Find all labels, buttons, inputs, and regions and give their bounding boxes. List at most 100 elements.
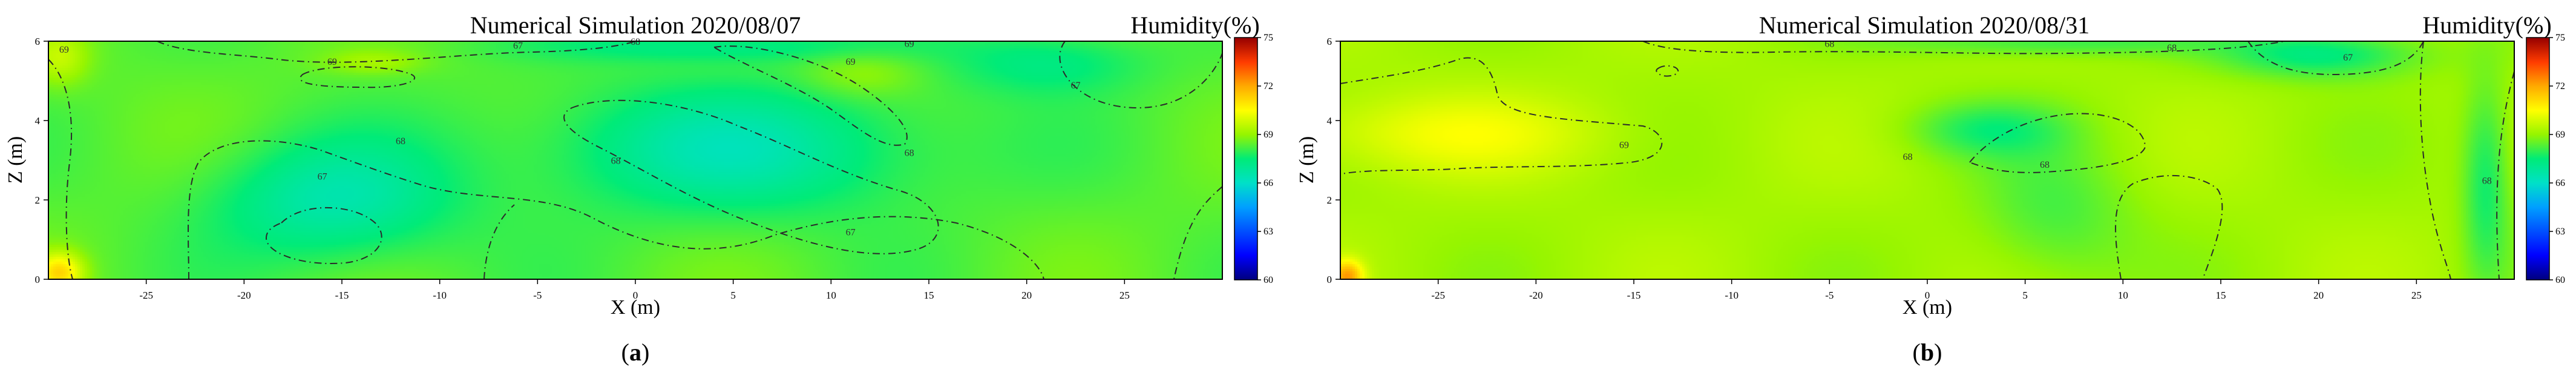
colorbar-title-a: Humidity(%)	[1130, 12, 1259, 39]
contour-label-1: 68	[1903, 152, 1913, 162]
contours-b	[1340, 41, 2515, 280]
panel-label-close-b: )	[1934, 339, 1942, 366]
colorbar-a: Humidity(%) 60 63 66 69 72 75	[1130, 12, 1273, 285]
x-ticks-a: -25 -20 -15 -10 -5 0 5 10 15 20 25	[139, 279, 1130, 301]
colorbar-tick-label-69: 69	[2555, 130, 2565, 140]
contour-label-6: 68	[2482, 176, 2492, 186]
contour-69-left-b	[1340, 57, 1663, 175]
contour-67-top-a	[157, 41, 636, 63]
x-tick-label-20: 20	[2313, 290, 2324, 301]
x-tick-label-5: 5	[2022, 290, 2028, 301]
colorbar-ticks-b: 60 63 66 69 72 75	[2549, 33, 2565, 285]
contour-67-left-a	[265, 207, 382, 264]
panel-label-close-a: )	[641, 339, 649, 366]
colorbar-tick-label-75: 75	[1263, 33, 1273, 43]
x-tick-label--5: -5	[533, 290, 542, 301]
contour-68-lower-b	[2115, 174, 2223, 280]
contour-68-center-b	[1968, 113, 2146, 173]
contour-68-right-b	[2419, 41, 2451, 280]
y-tick-label-0: 0	[35, 274, 41, 285]
y-tick-label-2: 2	[35, 194, 41, 206]
colorbar-frame-a	[1234, 37, 1258, 280]
contour-label-7: 67	[1071, 81, 1081, 91]
colorbar-tick-label-66: 66	[1263, 178, 1273, 188]
colorbar-tick-label-60: 60	[1263, 275, 1273, 285]
colorbar-frame-b	[2526, 37, 2550, 280]
y-tick-label-2: 2	[1327, 194, 1332, 206]
contour-label-4: 68	[611, 156, 621, 167]
colorbar-tick-label-63: 63	[2555, 227, 2565, 237]
contour-label-5: 68	[905, 148, 914, 158]
contour-label-1: 69	[59, 45, 69, 55]
heatmap-canvas-b	[1340, 41, 2514, 279]
contour-label-9: 67	[513, 41, 523, 51]
contour-68-rightedge-b	[2496, 71, 2515, 280]
contour-label-3: 68	[396, 136, 405, 147]
y-tick-label-4: 4	[1327, 115, 1332, 127]
contour-69-right-a	[712, 45, 908, 146]
x-tick-label--15: -15	[335, 290, 349, 301]
x-ticks-b: -25 -20 -15 -10 -5 0 5 10 15 20 25	[1431, 279, 2422, 301]
contour-68-top-b	[1642, 41, 2285, 55]
y-axis-label-a: Z (m)	[4, 136, 27, 184]
contour-label-0: 69	[1619, 140, 1629, 150]
x-tick-label-20: 20	[1021, 290, 1032, 301]
chart-title-b: Numerical Simulation 2020/08/31	[1759, 12, 2090, 39]
x-tick-label-15: 15	[924, 290, 934, 301]
panel-b: Numerical Simulation 2020/08/31	[1296, 12, 2565, 366]
contour-label-11: 69	[905, 39, 914, 49]
contour-label-8: 69	[846, 57, 856, 67]
x-tick-label--20: -20	[237, 290, 251, 301]
colorbar-tick-label-60: 60	[2555, 275, 2565, 285]
y-tick-label-6: 6	[1327, 36, 1332, 47]
colorbar-b: Humidity(%) 60 63 66 69 72 75	[2422, 12, 2565, 285]
x-tick-label-25: 25	[2411, 290, 2422, 301]
x-tick-label-15: 15	[2216, 290, 2226, 301]
colorbar-tick-label-63: 63	[1263, 227, 1273, 237]
x-tick-label--25: -25	[1431, 290, 1445, 301]
colorbar-tick-label-72: 72	[1263, 81, 1273, 91]
x-axis-label-b: X (m)	[1903, 296, 1952, 319]
colorbar-tick-label-69: 69	[1263, 130, 1273, 140]
x-tick-label--15: -15	[1627, 290, 1641, 301]
x-tick-label-10: 10	[2118, 290, 2128, 301]
x-tick-label-10: 10	[826, 290, 836, 301]
x-tick-label--5: -5	[1825, 290, 1834, 301]
x-tick-label--20: -20	[1529, 290, 1543, 301]
panel-label-a: (a)	[621, 339, 650, 366]
contour-68-rightedge-a	[1173, 186, 1223, 280]
colorbar-ticks-a: 60 63 66 69 72 75	[1257, 33, 1273, 285]
panel-a: Numerical Simulation 2020/08/07	[4, 12, 1273, 366]
heatmap-area-a: 69 69 67 68 68 68 67 67 69 67 68 69 -25 -20 -15 -10 -5 0…	[35, 36, 1223, 301]
heatmap-canvas-a	[48, 41, 1222, 279]
x-tick-label--10: -10	[433, 290, 447, 301]
contour-label-2: 67	[318, 172, 327, 182]
y-tick-label-6: 6	[35, 36, 41, 47]
contour-67-topright-b	[2247, 41, 2424, 76]
contours-a	[48, 41, 1223, 280]
colorbar-tick-label-75: 75	[2555, 33, 2565, 43]
y-tick-label-0: 0	[1327, 274, 1332, 285]
contour-69-pocket-b	[1656, 65, 1679, 77]
x-tick-label-0: 0	[1925, 290, 1930, 301]
colorbar-title-b: Humidity(%)	[2422, 12, 2551, 39]
contour-67-center-a	[563, 99, 939, 254]
contour-label-0: 69	[327, 57, 337, 67]
x-axis-label-a: X (m)	[611, 296, 660, 319]
x-tick-label-25: 25	[1119, 290, 1130, 301]
colorbar-tick-label-72: 72	[2555, 81, 2565, 91]
x-tick-label--25: -25	[139, 290, 153, 301]
y-tick-label-4: 4	[35, 115, 41, 127]
contour-label-10: 68	[631, 37, 640, 47]
colorbar-tick-label-66: 66	[2555, 178, 2565, 188]
colorbar-gradient-a	[1234, 38, 1257, 280]
panel-label-b: (b)	[1913, 339, 1942, 366]
y-axis-label-b: Z (m)	[1296, 136, 1318, 184]
y-ticks-b: 0 2 4 6	[1327, 36, 1340, 285]
chart-title-a: Numerical Simulation 2020/08/07	[470, 12, 801, 39]
contour-label-3: 67	[2343, 53, 2353, 63]
x-tick-label-0: 0	[633, 290, 638, 301]
contour-69-left-a	[300, 66, 416, 88]
x-tick-label--10: -10	[1725, 290, 1739, 301]
